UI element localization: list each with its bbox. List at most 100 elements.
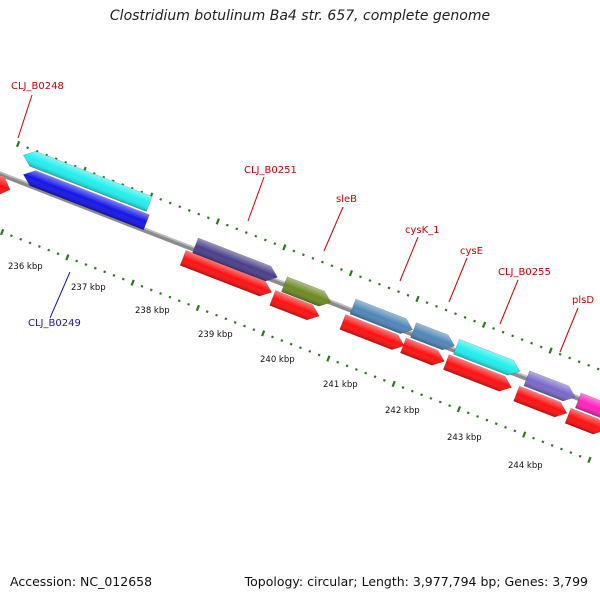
major-tick xyxy=(195,304,200,312)
minor-tick xyxy=(273,242,277,246)
major-tick xyxy=(348,269,354,277)
minor-tick xyxy=(301,253,305,257)
minor-tick xyxy=(159,292,163,295)
minor-tick xyxy=(448,404,452,408)
minor-tick xyxy=(550,443,554,447)
minor-tick xyxy=(19,237,23,241)
minor-tick xyxy=(206,216,210,220)
minor-tick xyxy=(578,454,582,458)
major-tick xyxy=(522,431,527,438)
minor-tick xyxy=(197,212,201,216)
minor-tick xyxy=(558,352,562,356)
minor-tick xyxy=(364,371,368,375)
gene-label: CLJ_B0249 xyxy=(28,318,81,329)
feature-track xyxy=(0,151,600,435)
gene-feature-shading xyxy=(400,337,445,366)
minor-tick xyxy=(504,425,507,429)
minor-tick xyxy=(9,234,13,238)
minor-tick xyxy=(215,313,218,317)
minor-tick xyxy=(359,275,362,279)
inner-tick-track xyxy=(0,228,592,464)
minor-tick xyxy=(378,282,381,286)
kbp-label: 239 kbp xyxy=(198,330,233,340)
label-leader-line xyxy=(499,279,519,325)
kbp-label: 238 kbp xyxy=(135,306,170,316)
gene-feature-shading xyxy=(192,238,278,282)
minor-tick xyxy=(263,238,267,242)
minor-tick xyxy=(336,360,340,364)
minor-tick xyxy=(140,284,144,288)
major-tick xyxy=(326,355,331,362)
minor-tick xyxy=(466,411,470,415)
kbp-label: 244 kbp xyxy=(508,461,543,471)
minor-tick xyxy=(577,360,581,364)
label-leader-line xyxy=(399,236,419,282)
kbp-label: 236 kbp xyxy=(8,262,43,272)
minor-tick xyxy=(84,263,88,267)
gene-feature-shading xyxy=(0,164,11,196)
major-tick xyxy=(456,406,462,413)
minor-tick xyxy=(299,346,302,350)
minor-tick xyxy=(444,308,448,312)
minor-tick xyxy=(47,248,51,252)
label-leader-line xyxy=(247,176,265,222)
minor-tick xyxy=(560,447,563,451)
major-tick xyxy=(65,254,70,261)
minor-tick xyxy=(520,338,524,341)
gene-feature-arrow xyxy=(0,163,11,196)
major-tick xyxy=(130,279,135,286)
minor-tick xyxy=(244,231,248,234)
minor-tick xyxy=(289,342,293,346)
minor-tick xyxy=(410,389,414,393)
major-tick xyxy=(481,321,487,328)
gene-feature-shading xyxy=(575,392,600,419)
minor-tick xyxy=(56,252,60,256)
minor-tick xyxy=(568,356,572,360)
minor-tick xyxy=(168,295,172,299)
gene-feature-shading xyxy=(23,170,150,230)
gene-label: plsD xyxy=(572,295,594,306)
label-leader-line xyxy=(559,307,579,353)
major-tick xyxy=(415,295,420,303)
minor-tick xyxy=(187,302,190,306)
minor-tick xyxy=(93,266,97,270)
gene-label: CLJ_B0248 xyxy=(11,81,64,92)
minor-tick xyxy=(330,264,334,268)
kbp-label: 243 kbp xyxy=(447,433,482,443)
minor-tick xyxy=(178,205,182,209)
minor-tick xyxy=(513,429,517,433)
minor-tick xyxy=(530,341,534,345)
gene-label: CLJ_B0251 xyxy=(244,165,297,176)
minor-tick xyxy=(311,256,315,260)
gene-feature-shading xyxy=(339,314,405,350)
minor-tick xyxy=(271,335,274,339)
minor-tick xyxy=(463,315,467,319)
minor-tick xyxy=(254,234,258,238)
minor-tick xyxy=(187,209,191,212)
gene-feature-shading xyxy=(443,354,512,392)
major-tick xyxy=(548,347,553,354)
major-tick xyxy=(587,456,592,464)
minor-tick xyxy=(121,277,125,281)
major-tick xyxy=(215,218,220,225)
minor-tick xyxy=(539,345,543,349)
map-title: Clostridium botulinum Ba4 str. 657, comp… xyxy=(109,8,491,24)
minor-tick xyxy=(425,301,429,305)
minor-tick xyxy=(435,304,438,308)
kbp-label: 240 kbp xyxy=(260,355,295,365)
minor-tick xyxy=(339,268,343,271)
minor-tick xyxy=(159,197,163,201)
gene-label: CLJ_B0255 xyxy=(498,267,551,278)
minor-tick xyxy=(354,368,358,371)
major-tick xyxy=(15,140,21,148)
minor-tick xyxy=(345,364,349,368)
minor-tick xyxy=(368,279,372,282)
minor-tick xyxy=(473,319,476,323)
minor-tick xyxy=(26,146,30,150)
minor-tick xyxy=(308,349,312,353)
major-tick xyxy=(391,380,396,388)
major-tick xyxy=(282,244,287,251)
minor-tick xyxy=(292,249,296,253)
minor-tick xyxy=(397,290,400,294)
gene-feature-shading xyxy=(23,151,153,212)
